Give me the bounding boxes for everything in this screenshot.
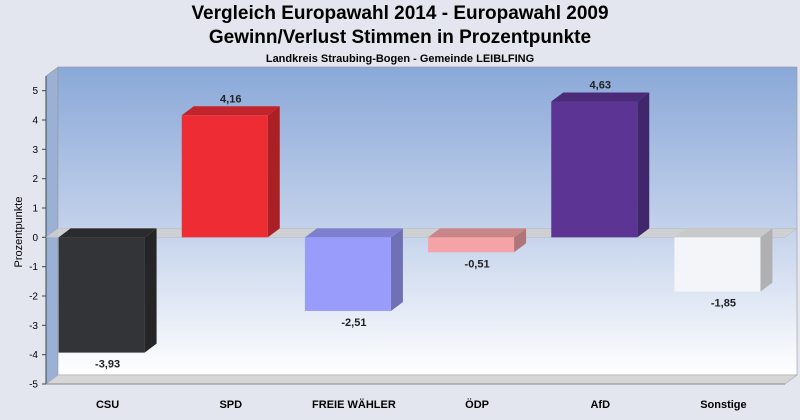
plot-area bbox=[57, 66, 798, 376]
bar-top bbox=[551, 92, 650, 102]
y-tick-label: -1 bbox=[29, 262, 38, 273]
bar-side bbox=[637, 92, 650, 238]
y-tick-label: 4 bbox=[32, 116, 38, 127]
bar-side bbox=[267, 106, 280, 238]
y-tick-label: -5 bbox=[29, 380, 38, 391]
y-tick-label: -4 bbox=[29, 350, 38, 361]
bar-top bbox=[58, 228, 157, 238]
category-label: FREIE WÄHLER bbox=[312, 398, 396, 411]
bar-front bbox=[304, 237, 391, 311]
y-tick-label: 5 bbox=[32, 86, 38, 97]
bar-sonstige bbox=[674, 228, 773, 292]
bar-front bbox=[58, 237, 145, 353]
category-label: CSU bbox=[96, 399, 119, 411]
y-tick-label: 3 bbox=[32, 145, 38, 156]
data-label: -0,51 bbox=[465, 258, 490, 270]
y-axis-label: Prozentpunkte bbox=[13, 197, 25, 268]
data-label: -2,51 bbox=[341, 317, 366, 329]
bar-side bbox=[514, 228, 527, 253]
bar-spd bbox=[181, 106, 280, 238]
chart-title: Vergleich Europawahl 2014 - Europawahl 2… bbox=[191, 3, 609, 24]
bar-side bbox=[144, 228, 157, 353]
category-label: ÖDP bbox=[465, 398, 489, 411]
y-tick-label: 2 bbox=[32, 174, 38, 185]
y-tick-label: 1 bbox=[32, 204, 38, 215]
y-tick-label: -3 bbox=[29, 321, 38, 332]
category-label: AfD bbox=[590, 399, 610, 411]
data-label: 4,63 bbox=[590, 80, 611, 92]
bar-front bbox=[181, 115, 268, 238]
chart-subtitle: Landkreis Straubing-Bogen - Gemeinde LEI… bbox=[265, 53, 535, 65]
category-label: SPD bbox=[219, 399, 242, 411]
floor bbox=[45, 374, 798, 385]
y-tick-label: -2 bbox=[29, 292, 38, 303]
bar-afd bbox=[551, 92, 650, 238]
bar-freie-wähler bbox=[304, 228, 403, 311]
bar-side bbox=[760, 228, 773, 292]
bar-side bbox=[390, 228, 403, 311]
data-label: 4,16 bbox=[220, 93, 241, 105]
bar-ödp bbox=[428, 228, 527, 253]
category-label: Sonstige bbox=[700, 399, 746, 411]
data-label: -1,85 bbox=[711, 298, 736, 310]
chart-title-line2: Gewinn/Verlust Stimmen in Prozentpunkte bbox=[208, 27, 592, 48]
bar-csu bbox=[58, 228, 157, 353]
bar-top bbox=[674, 228, 773, 238]
bar-top bbox=[181, 106, 280, 116]
data-label: -3,93 bbox=[95, 359, 120, 371]
left-wall bbox=[45, 66, 59, 385]
y-tick-label: 0 bbox=[32, 233, 38, 244]
bar-top bbox=[428, 228, 527, 238]
bar-front bbox=[428, 237, 515, 253]
bar-top bbox=[304, 228, 403, 238]
bar-front bbox=[551, 101, 638, 238]
bar-front bbox=[674, 237, 761, 292]
